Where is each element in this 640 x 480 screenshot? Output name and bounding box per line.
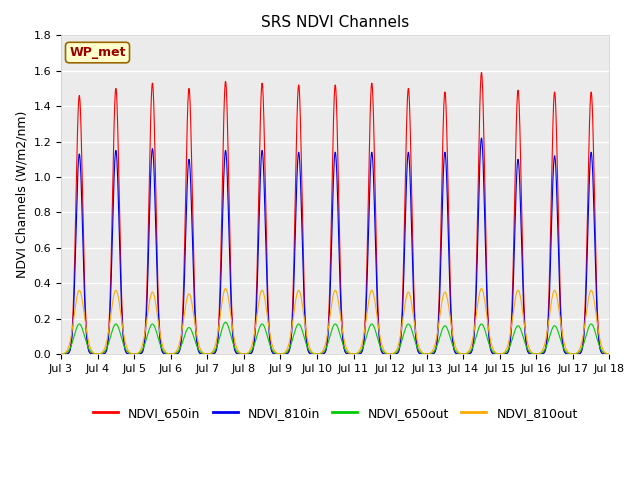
Legend: NDVI_650in, NDVI_810in, NDVI_650out, NDVI_810out: NDVI_650in, NDVI_810in, NDVI_650out, NDV… [88, 402, 583, 425]
Text: WP_met: WP_met [69, 46, 125, 59]
Title: SRS NDVI Channels: SRS NDVI Channels [261, 15, 410, 30]
Y-axis label: NDVI Channels (W/m2/nm): NDVI Channels (W/m2/nm) [15, 111, 28, 278]
